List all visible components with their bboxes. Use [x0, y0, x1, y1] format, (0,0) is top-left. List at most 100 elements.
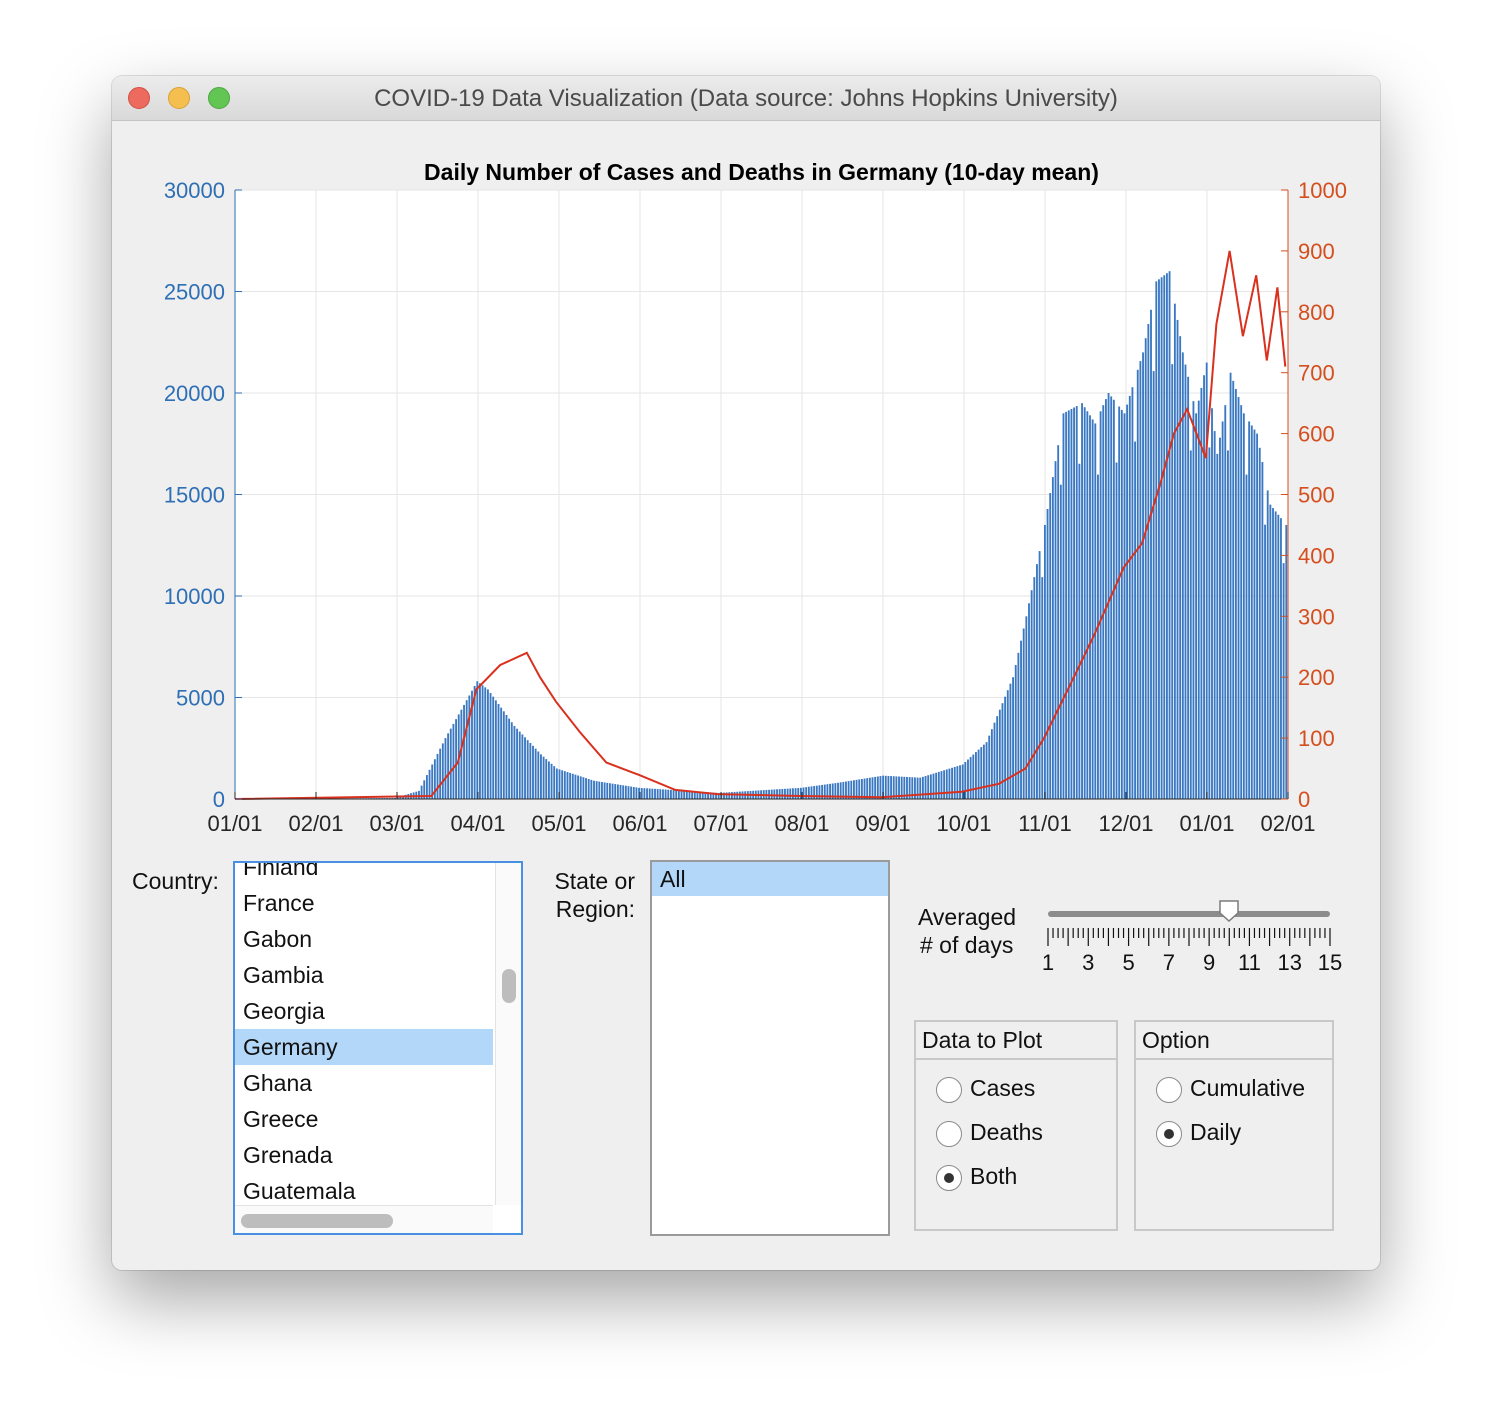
country-list-item[interactable]: Guatemala: [243, 1178, 356, 1204]
case-bar: [1104, 399, 1107, 799]
country-label: Country:: [132, 868, 219, 894]
case-bar: [441, 743, 444, 799]
case-bar: [1062, 413, 1065, 799]
country-horizontal-scrollbar[interactable]: [235, 1205, 493, 1233]
case-bar: [656, 789, 659, 799]
case-bar: [1097, 474, 1099, 799]
case-bar: [829, 783, 831, 799]
case-bar: [484, 687, 487, 799]
case-bar: [1067, 410, 1070, 799]
case-bar: [1192, 401, 1195, 799]
x-tick-label: 07/01: [693, 811, 748, 836]
case-bar: [943, 770, 946, 799]
case-bar: [1258, 447, 1261, 799]
country-list-item[interactable]: Gambia: [243, 962, 324, 988]
case-bar: [730, 792, 733, 799]
case-bar: [489, 693, 492, 799]
x-tick-label: 02/01: [288, 811, 343, 836]
deaths-line: [234, 250, 1287, 800]
case-bar: [1213, 431, 1216, 799]
country-list-item[interactable]: Ghana: [243, 1070, 313, 1096]
case-bar: [611, 783, 614, 799]
radio-button[interactable]: [936, 1165, 962, 1191]
case-bar: [845, 781, 847, 799]
case-bar: [479, 683, 481, 799]
case-bar: [555, 768, 558, 799]
case-bar: [972, 754, 975, 799]
region-label-line1: State or: [554, 868, 635, 894]
country-list-item[interactable]: Georgia: [243, 998, 325, 1024]
case-bar: [640, 788, 643, 799]
region-listbox[interactable]: All: [650, 860, 890, 1236]
case-bar: [815, 785, 818, 799]
country-list-item[interactable]: Germany: [235, 1029, 493, 1065]
case-bar: [977, 749, 980, 799]
case-bar: [890, 776, 892, 799]
case-bar: [558, 769, 561, 799]
chart-title: Daily Number of Cases and Deaths in Germ…: [424, 159, 1099, 185]
region-list-item[interactable]: All: [652, 862, 888, 896]
case-bar: [908, 777, 911, 799]
case-bar: [505, 714, 508, 799]
case-bar: [927, 775, 930, 799]
country-list-item[interactable]: Greece: [243, 1106, 319, 1132]
country-list-item[interactable]: Finland: [243, 861, 319, 880]
case-bar: [683, 790, 686, 799]
case-bar: [802, 787, 805, 799]
averaging-slider-thumb[interactable]: [1218, 900, 1240, 922]
radio-button[interactable]: [1156, 1121, 1182, 1147]
case-bar: [561, 770, 564, 799]
case-bar: [1081, 403, 1083, 799]
minimize-button[interactable]: [168, 87, 190, 109]
case-bar: [1059, 484, 1062, 799]
country-list-item[interactable]: Gabon: [243, 926, 313, 952]
close-button[interactable]: [128, 87, 150, 109]
country-listbox[interactable]: Finland France Gabon Gambia Georgia Germany Gh…: [233, 861, 523, 1235]
case-bar: [996, 716, 999, 799]
case-bar: [616, 784, 619, 799]
case-bar: [1012, 677, 1015, 799]
region-label-line2: Region:: [555, 896, 635, 922]
case-bar: [887, 775, 890, 799]
radio-button[interactable]: [936, 1121, 962, 1147]
case-bar: [895, 776, 898, 799]
region-items: All: [652, 862, 888, 896]
case-bar: [937, 771, 940, 799]
right-y-tick-label: 100: [1298, 726, 1335, 751]
case-bar: [953, 766, 956, 799]
x-tick-label: 01/01: [1179, 811, 1234, 836]
window-title: COVID-19 Data Visualization (Data source…: [374, 85, 1118, 112]
case-bar: [1054, 461, 1057, 799]
case-bar: [980, 747, 983, 799]
case-bar: [770, 789, 773, 799]
case-bar: [842, 781, 845, 799]
radio-button[interactable]: [936, 1077, 962, 1103]
case-bar: [619, 784, 622, 799]
case-bar: [1282, 563, 1285, 799]
vertical-scroll-thumb[interactable]: [502, 969, 516, 1003]
case-bar: [1250, 425, 1253, 799]
zoom-button[interactable]: [208, 87, 230, 109]
case-bar: [436, 753, 439, 799]
slider-tick-label: 15: [1318, 950, 1342, 975]
case-bar: [932, 773, 935, 799]
case-bar: [1165, 273, 1168, 799]
case-bar: [982, 744, 985, 799]
country-list-item[interactable]: Grenada: [243, 1142, 333, 1168]
country-list-item[interactable]: France: [243, 890, 315, 916]
case-bar: [704, 792, 707, 799]
case-bar: [1091, 419, 1094, 799]
horizontal-scroll-thumb[interactable]: [241, 1214, 393, 1228]
case-bar: [1176, 319, 1179, 799]
case-bar: [1144, 338, 1147, 799]
averaging-slider[interactable]: [1048, 911, 1330, 917]
x-tick-label: 12/01: [1098, 811, 1153, 836]
case-bars: [237, 271, 1288, 800]
case-bar: [868, 777, 871, 799]
case-bar: [677, 790, 680, 799]
x-tick-label: 02/01: [1260, 811, 1315, 836]
radio-button[interactable]: [1156, 1077, 1182, 1103]
country-vertical-scrollbar[interactable]: [495, 863, 521, 1205]
case-bar: [863, 778, 866, 799]
case-bar: [444, 738, 447, 799]
